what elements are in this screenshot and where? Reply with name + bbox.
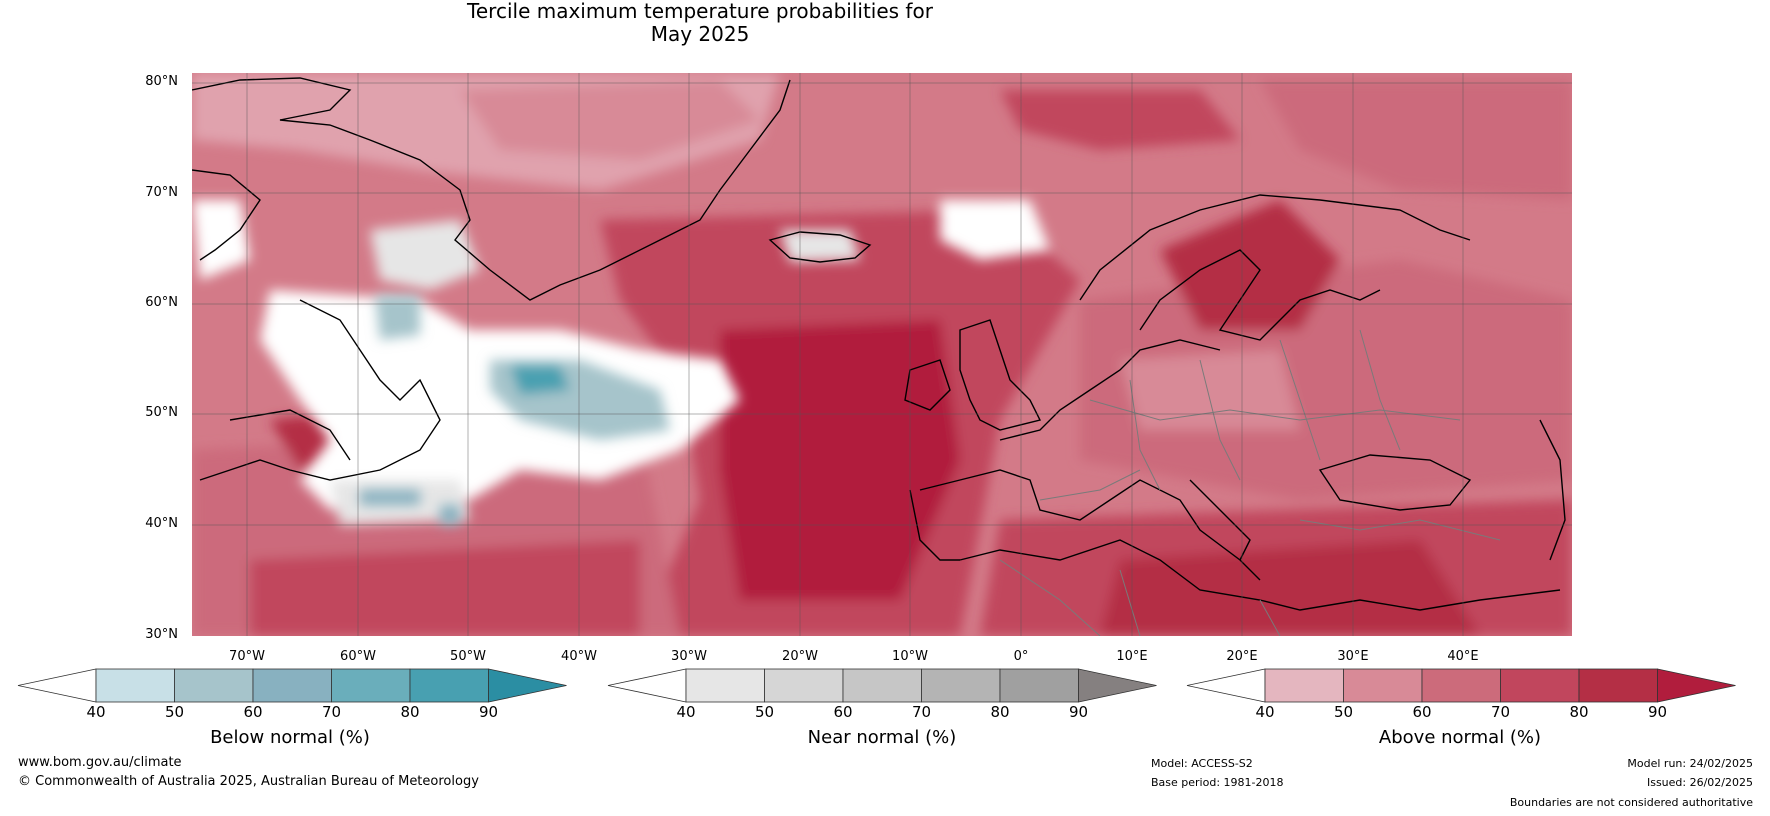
lat-label: 40°N	[145, 516, 178, 531]
colorbar-extend-high	[488, 668, 567, 703]
colorbar-segment	[1500, 668, 1580, 703]
colorbar-extend-high	[1078, 668, 1157, 703]
borders	[999, 329, 1501, 636]
colorbar-segment	[1421, 668, 1501, 703]
colorbar-segment	[764, 668, 844, 703]
above-normal-title: Above normal (%)	[1378, 727, 1542, 748]
title-line-1: Tercile maximum temperature probabilitie…	[467, 0, 933, 23]
colorbar-extend-low	[17, 668, 97, 703]
below-normal-title: Below normal (%)	[210, 727, 370, 748]
lat-label: 70°N	[145, 185, 178, 200]
colorbar-tick-label: 40	[86, 703, 106, 721]
colorbar-tick-label: 60	[833, 703, 853, 721]
colorbar-tick-label: 60	[243, 703, 263, 721]
colorbar-tick-label: 40	[1255, 703, 1275, 721]
colorbar-tick-label: 60	[1412, 703, 1432, 721]
map-field	[192, 73, 1572, 636]
lon-label: 50°W	[450, 649, 486, 664]
colorbar-tick-label: 70	[321, 703, 342, 721]
lon-label: 20°W	[782, 649, 818, 664]
lon-label: 40°E	[1447, 649, 1479, 664]
near-normal-title: Near normal (%)	[807, 727, 957, 748]
colorbar-tick-label: 50	[164, 703, 185, 721]
colorbar-tick-label: 80	[1569, 703, 1589, 721]
lat-label: 50°N	[145, 405, 178, 420]
lon-label: 0°	[1013, 649, 1029, 664]
graticule	[192, 73, 1572, 636]
colorbar-tick-label: 70	[1490, 703, 1511, 721]
colorbar-extend-low	[607, 668, 687, 703]
colorbar-segment	[174, 668, 254, 703]
colorbar-segment	[1578, 668, 1658, 703]
lon-label: 60°W	[340, 649, 376, 664]
colorbar-tick-label: 80	[990, 703, 1010, 721]
lon-label: 20°E	[1226, 649, 1258, 664]
colorbar-tick-label: 80	[400, 703, 420, 721]
coastlines	[192, 77, 1566, 611]
colorbar-tick-label: 90	[478, 703, 499, 721]
model-run-text: Model run: 24/02/2025	[1627, 757, 1753, 770]
colorbar-segment	[685, 668, 765, 703]
colorbar-segment	[95, 668, 175, 703]
disclaimer-text: Boundaries are not considered authoritat…	[1509, 796, 1753, 809]
lon-label: 40°W	[561, 649, 597, 664]
issued-text: Issued: 26/02/2025	[1646, 776, 1753, 789]
colorbar-segment	[409, 668, 489, 703]
title-line-2: May 2025	[650, 22, 750, 46]
lon-label: 70°W	[229, 649, 265, 664]
lat-label: 30°N	[145, 627, 178, 642]
colorbar-segment	[1343, 668, 1423, 703]
below-normal-region	[360, 295, 670, 525]
copyright-text: © Commonwealth of Australia 2025, Austra…	[18, 774, 479, 789]
colorbar-tick-label: 70	[911, 703, 932, 721]
colorbars	[17, 668, 1736, 703]
colorbar-segment	[842, 668, 922, 703]
colorbar-tick-label: 40	[676, 703, 696, 721]
lon-label: 10°W	[892, 649, 928, 664]
lat-label: 60°N	[145, 295, 178, 310]
colorbar-segment	[921, 668, 1001, 703]
colorbar-tick-label: 90	[1068, 703, 1089, 721]
website-link[interactable]: www.bom.gov.au/climate	[18, 755, 182, 770]
colorbar-segment	[331, 668, 411, 703]
map-title: Tercile maximum temperature probabilitie…	[0, 0, 1400, 46]
colorbar-segment	[1264, 668, 1344, 703]
colorbar-tick-label: 50	[754, 703, 775, 721]
base-period-text: Base period: 1981-2018	[1151, 776, 1284, 789]
colorbar-segment	[999, 668, 1079, 703]
lat-label: 80°N	[145, 74, 178, 89]
lon-label: 30°E	[1337, 649, 1369, 664]
colorbar-extend-high	[1657, 668, 1736, 703]
colorbar-tick-label: 50	[1333, 703, 1354, 721]
colorbar-segment	[252, 668, 332, 703]
colorbar-extend-low	[1186, 668, 1266, 703]
lon-label: 30°W	[671, 649, 707, 664]
colorbar-tick-label: 90	[1647, 703, 1668, 721]
model-text: Model: ACCESS-S2	[1151, 757, 1253, 770]
lon-label: 10°E	[1116, 649, 1148, 664]
